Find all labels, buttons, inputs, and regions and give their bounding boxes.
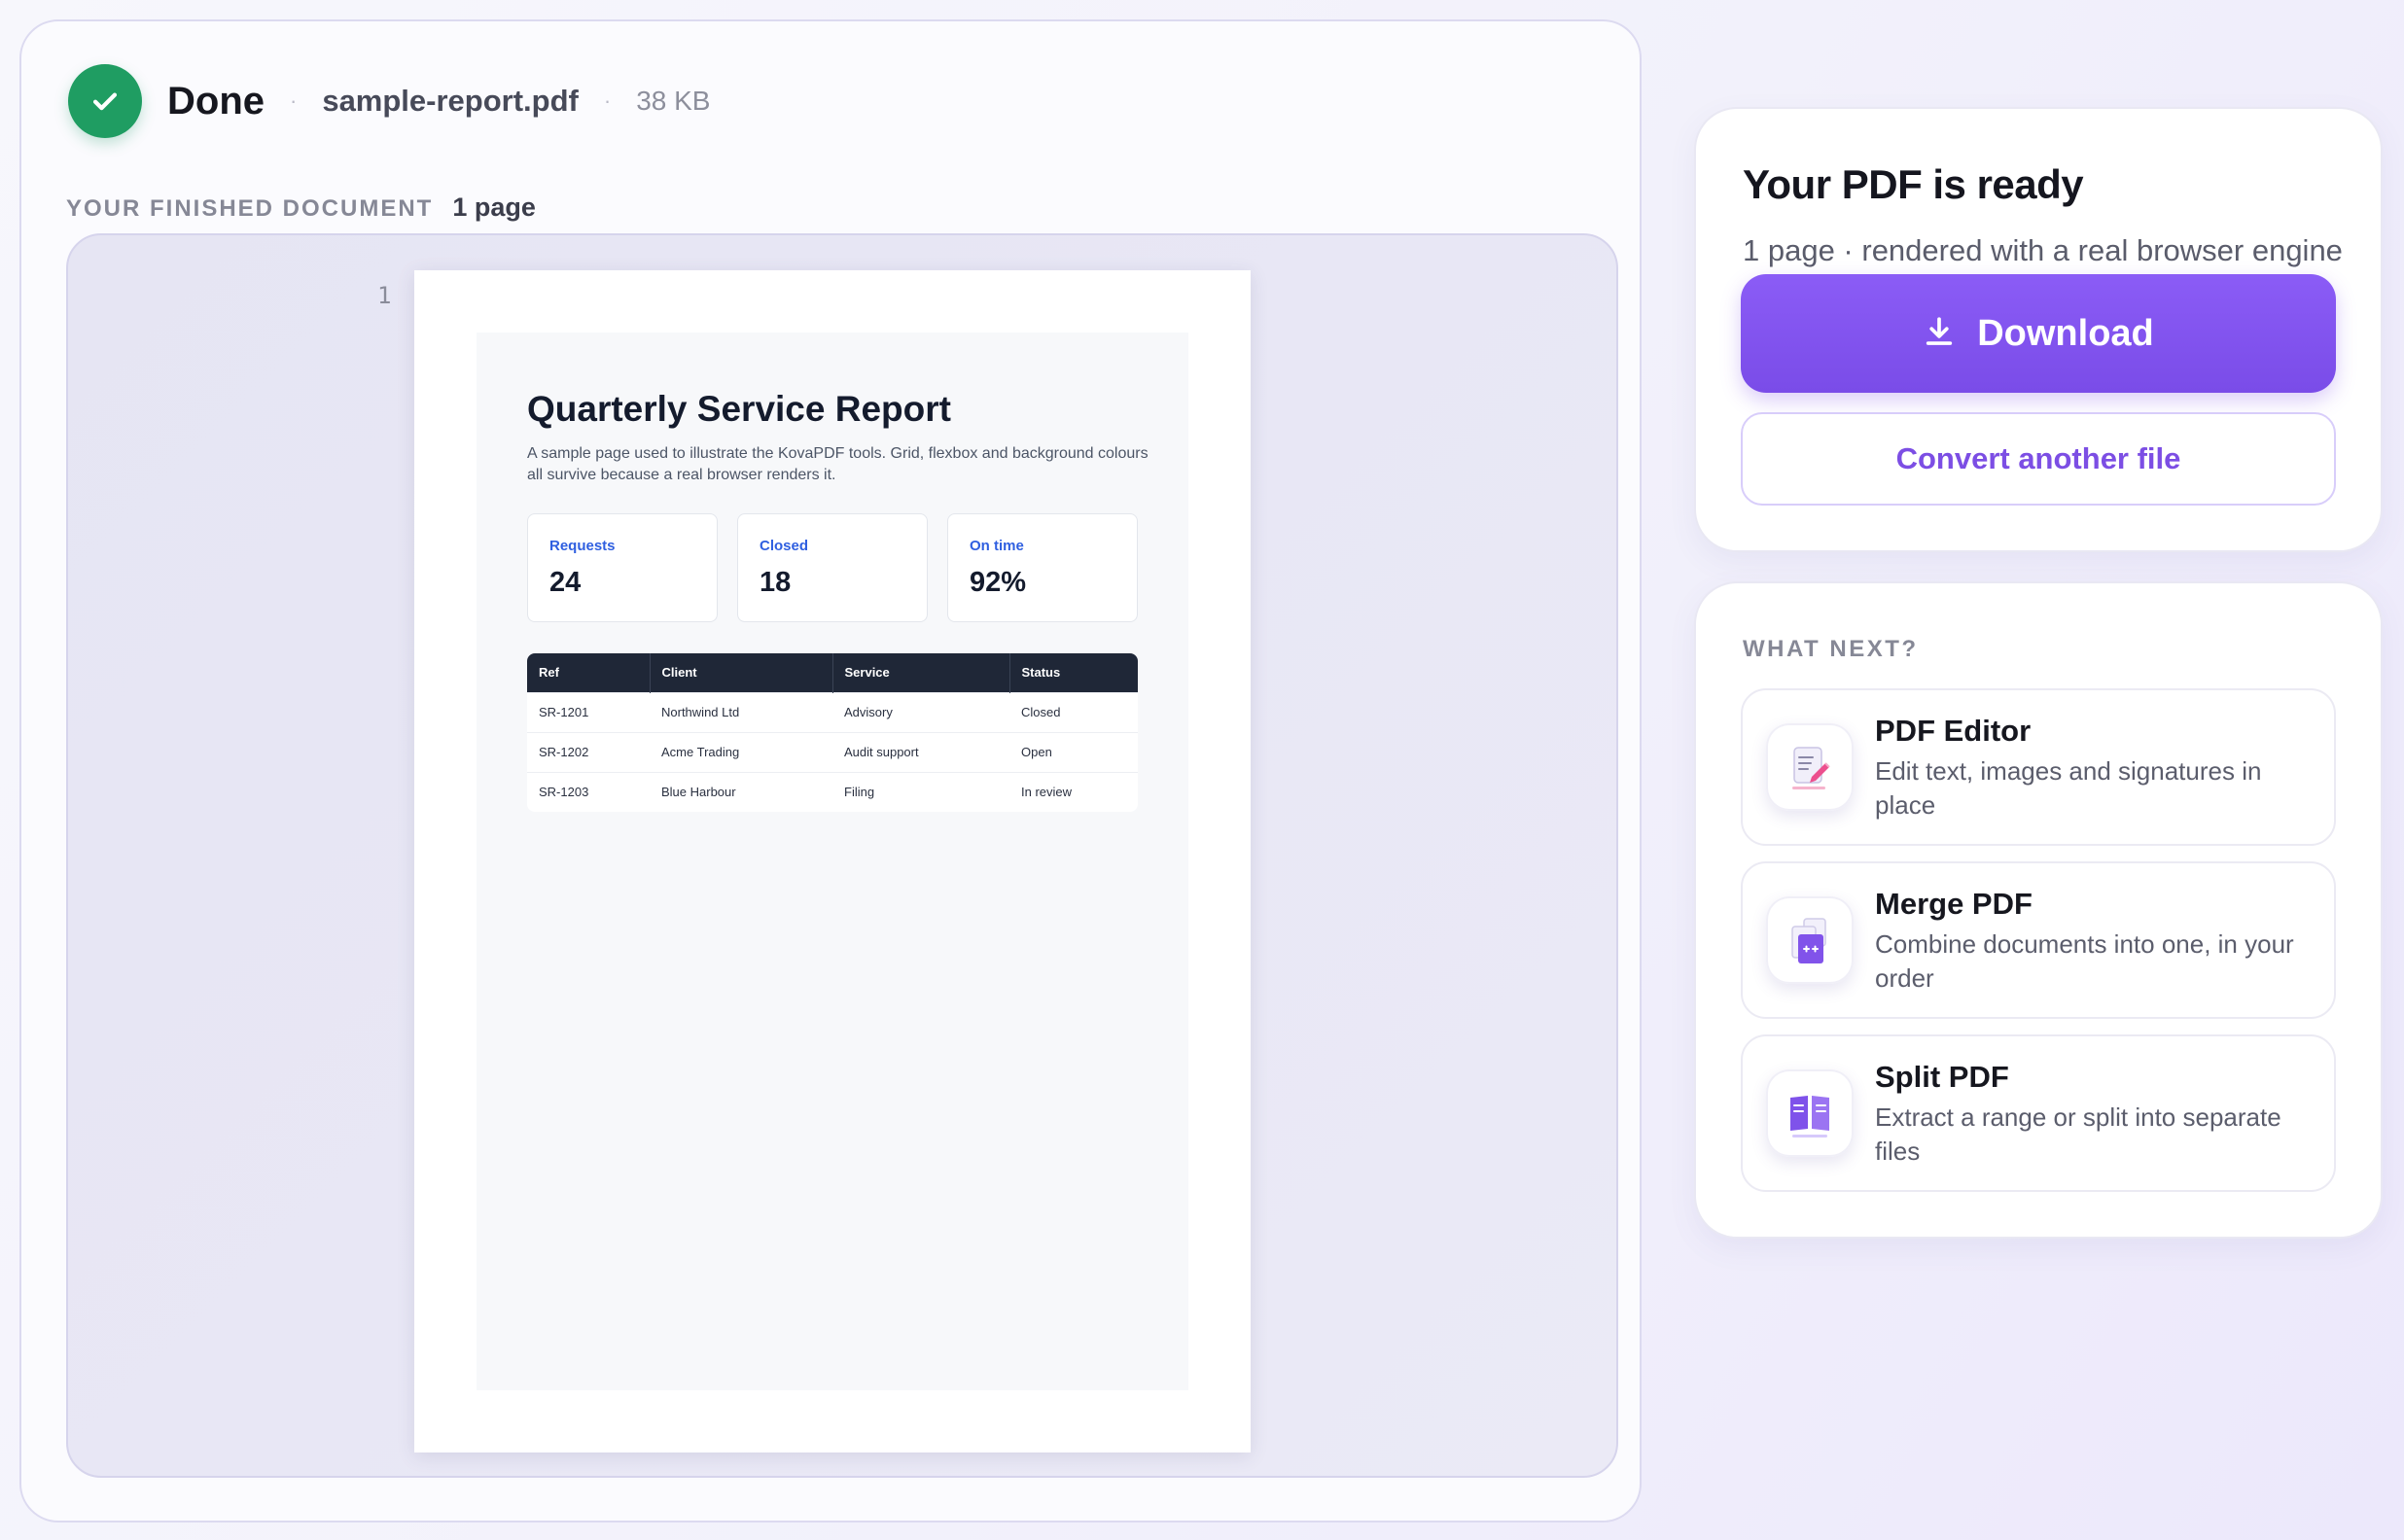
stat-value: 92% xyxy=(970,567,1027,598)
report-table: Ref Client Service Status SR-1201 Northw… xyxy=(527,653,1138,812)
download-button[interactable]: Download xyxy=(1741,274,2336,393)
table-cell: Closed xyxy=(1009,691,1138,732)
tool-description: Extract a range or split into separate f… xyxy=(1875,1102,2281,1166)
stat-value: 18 xyxy=(760,567,792,598)
file-size: 38 KB xyxy=(636,86,711,116)
what-next-heading: WHAT NEXT? xyxy=(1743,636,1919,662)
ready-title: Your PDF is ready xyxy=(1743,161,2084,207)
stat-card-requests: Requests 24 xyxy=(527,513,718,622)
ready-subtitle: 1 page · rendered with a real browser en… xyxy=(1743,233,2343,267)
column-header: Client xyxy=(649,653,832,692)
table-cell: SR-1203 xyxy=(527,771,650,812)
tool-title: Split PDF xyxy=(1875,1060,2009,1094)
table-cell: Acme Trading xyxy=(650,731,832,772)
table-cell: Filing xyxy=(832,771,1009,812)
table-cell: In review xyxy=(1009,771,1138,812)
table-header-row: Ref Client Service Status xyxy=(527,653,1138,692)
document-preview[interactable]: 1 Quarterly Service Report A sample page… xyxy=(66,233,1618,1478)
tool-description: Edit text, images and signatures in plac… xyxy=(1875,756,2262,820)
table-row: SR-1202 Acme Trading Audit support Open xyxy=(527,731,1138,772)
stat-card-closed: Closed 18 xyxy=(737,513,928,622)
table-row: SR-1201 Northwind Ltd Advisory Closed xyxy=(527,691,1138,732)
merge-pdf-icon xyxy=(1766,896,1854,984)
column-header: Ref xyxy=(527,653,650,692)
stat-label: Closed xyxy=(760,538,809,554)
stat-label: Requests xyxy=(549,538,616,554)
table-cell: Open xyxy=(1009,731,1138,772)
separator-dot: · xyxy=(603,88,612,113)
report-description: A sample page used to illustrate the Kov… xyxy=(527,445,1149,483)
table-cell: Advisory xyxy=(832,691,1009,732)
column-header: Service xyxy=(831,653,1009,692)
separator-dot: · xyxy=(290,88,298,113)
table-cell: Blue Harbour xyxy=(650,771,832,812)
tool-description: Combine documents into one, in your orde… xyxy=(1875,929,2294,993)
convert-another-button[interactable]: Convert another file xyxy=(1741,412,2336,506)
table-cell: SR-1202 xyxy=(527,731,650,772)
split-pdf-icon xyxy=(1766,1069,1854,1157)
success-check-icon xyxy=(68,64,142,138)
ready-card: Your PDF is ready 1 page · rendered with… xyxy=(1694,107,2383,552)
table-cell: SR-1201 xyxy=(527,691,650,732)
document-meta: YOUR FINISHED DOCUMENT 1 page xyxy=(66,192,536,223)
tool-pdf-editor[interactable]: PDF Editor Edit text, images and signatu… xyxy=(1741,688,2336,846)
tool-merge-pdf[interactable]: Merge PDF Combine documents into one, in… xyxy=(1741,861,2336,1019)
pdf-editor-icon xyxy=(1766,723,1854,811)
pdf-page-content: Quarterly Service Report A sample page u… xyxy=(477,332,1188,1390)
pdf-page: Quarterly Service Report A sample page u… xyxy=(414,270,1251,1452)
page-number: 1 xyxy=(377,282,392,309)
page-count: 1 page xyxy=(452,192,536,222)
download-icon xyxy=(1923,315,1956,353)
status-row: Done · sample-report.pdf · 38 KB xyxy=(68,64,710,138)
tool-split-pdf[interactable]: Split PDF Extract a range or split into … xyxy=(1741,1034,2336,1192)
column-header: Status xyxy=(1008,653,1138,692)
stat-card-on-time: On time 92% xyxy=(947,513,1138,622)
download-label: Download xyxy=(1977,312,2154,354)
tool-title: Merge PDF xyxy=(1875,887,2033,921)
table-row: SR-1203 Blue Harbour Filing In review xyxy=(527,771,1138,812)
stat-label: On time xyxy=(970,538,1024,554)
file-name: sample-report.pdf xyxy=(322,84,579,118)
table-cell: Audit support xyxy=(832,731,1009,772)
table-cell: Northwind Ltd xyxy=(650,691,832,732)
what-next-card: WHAT NEXT? PDF Editor Edit text, images … xyxy=(1694,581,2383,1239)
tool-title: PDF Editor xyxy=(1875,714,2032,748)
document-label: YOUR FINISHED DOCUMENT xyxy=(66,195,434,222)
stat-value: 24 xyxy=(549,567,582,598)
result-panel: Done · sample-report.pdf · 38 KB YOUR FI… xyxy=(19,19,1642,1522)
status-label: Done xyxy=(167,79,265,122)
report-title: Quarterly Service Report xyxy=(527,389,951,429)
